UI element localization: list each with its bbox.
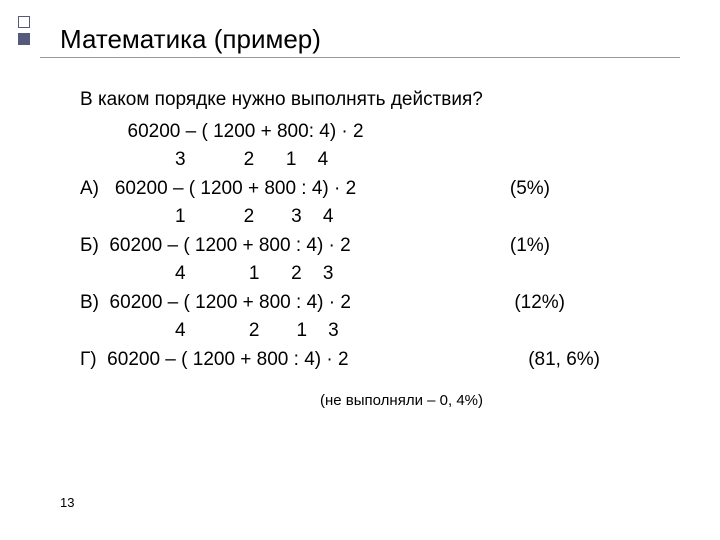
option-b-expr: 60200 – ( 1200 + 800 : 4) · 2: [99, 232, 351, 261]
order-labels-d: 4 2 1 3: [80, 317, 660, 346]
page-number: 13: [60, 495, 74, 510]
option-a-label: А): [80, 175, 99, 204]
option-a-expr: 60200 – ( 1200 + 800 : 4) · 2: [99, 175, 356, 204]
option-b-pct: (1%): [510, 232, 660, 261]
option-c: В) 60200 – ( 1200 + 800 : 4) · 2 (12%): [80, 289, 660, 318]
square-filled-icon: [18, 33, 30, 45]
option-c-expr: 60200 – ( 1200 + 800 : 4) · 2: [99, 289, 351, 318]
option-d-expr: 60200 – ( 1200 + 800 : 4) · 2: [97, 346, 349, 375]
option-d-pct: (81, 6%): [528, 346, 660, 375]
option-b: Б) 60200 – ( 1200 + 800 : 4) · 2 (1%): [80, 232, 660, 261]
square-outline-icon: [18, 16, 30, 28]
main-expression: 60200 – ( 1200 + 800: 4) · 2: [80, 118, 660, 147]
note-text: (не выполняли – 0, 4%): [320, 392, 483, 409]
order-labels-b: 1 2 3 4: [80, 203, 660, 232]
option-b-label: Б): [80, 232, 99, 261]
option-d-label: Г): [80, 346, 97, 375]
header-line: [40, 57, 680, 58]
content: В каком порядке нужно выполнять действия…: [80, 86, 660, 374]
header-accent: [18, 16, 30, 45]
option-a-pct: (5%): [510, 175, 660, 204]
option-c-pct: (12%): [514, 289, 660, 318]
question-text: В каком порядке нужно выполнять действия…: [80, 86, 660, 115]
option-c-label: В): [80, 289, 99, 318]
order-labels-c: 4 1 2 3: [80, 260, 660, 289]
page-title: Математика (пример): [60, 24, 321, 55]
option-d: Г) 60200 – ( 1200 + 800 : 4) · 2 (81, 6%…: [80, 346, 660, 375]
option-a: А) 60200 – ( 1200 + 800 : 4) · 2 (5%): [80, 175, 660, 204]
order-labels-a: 3 2 1 4: [80, 146, 660, 175]
